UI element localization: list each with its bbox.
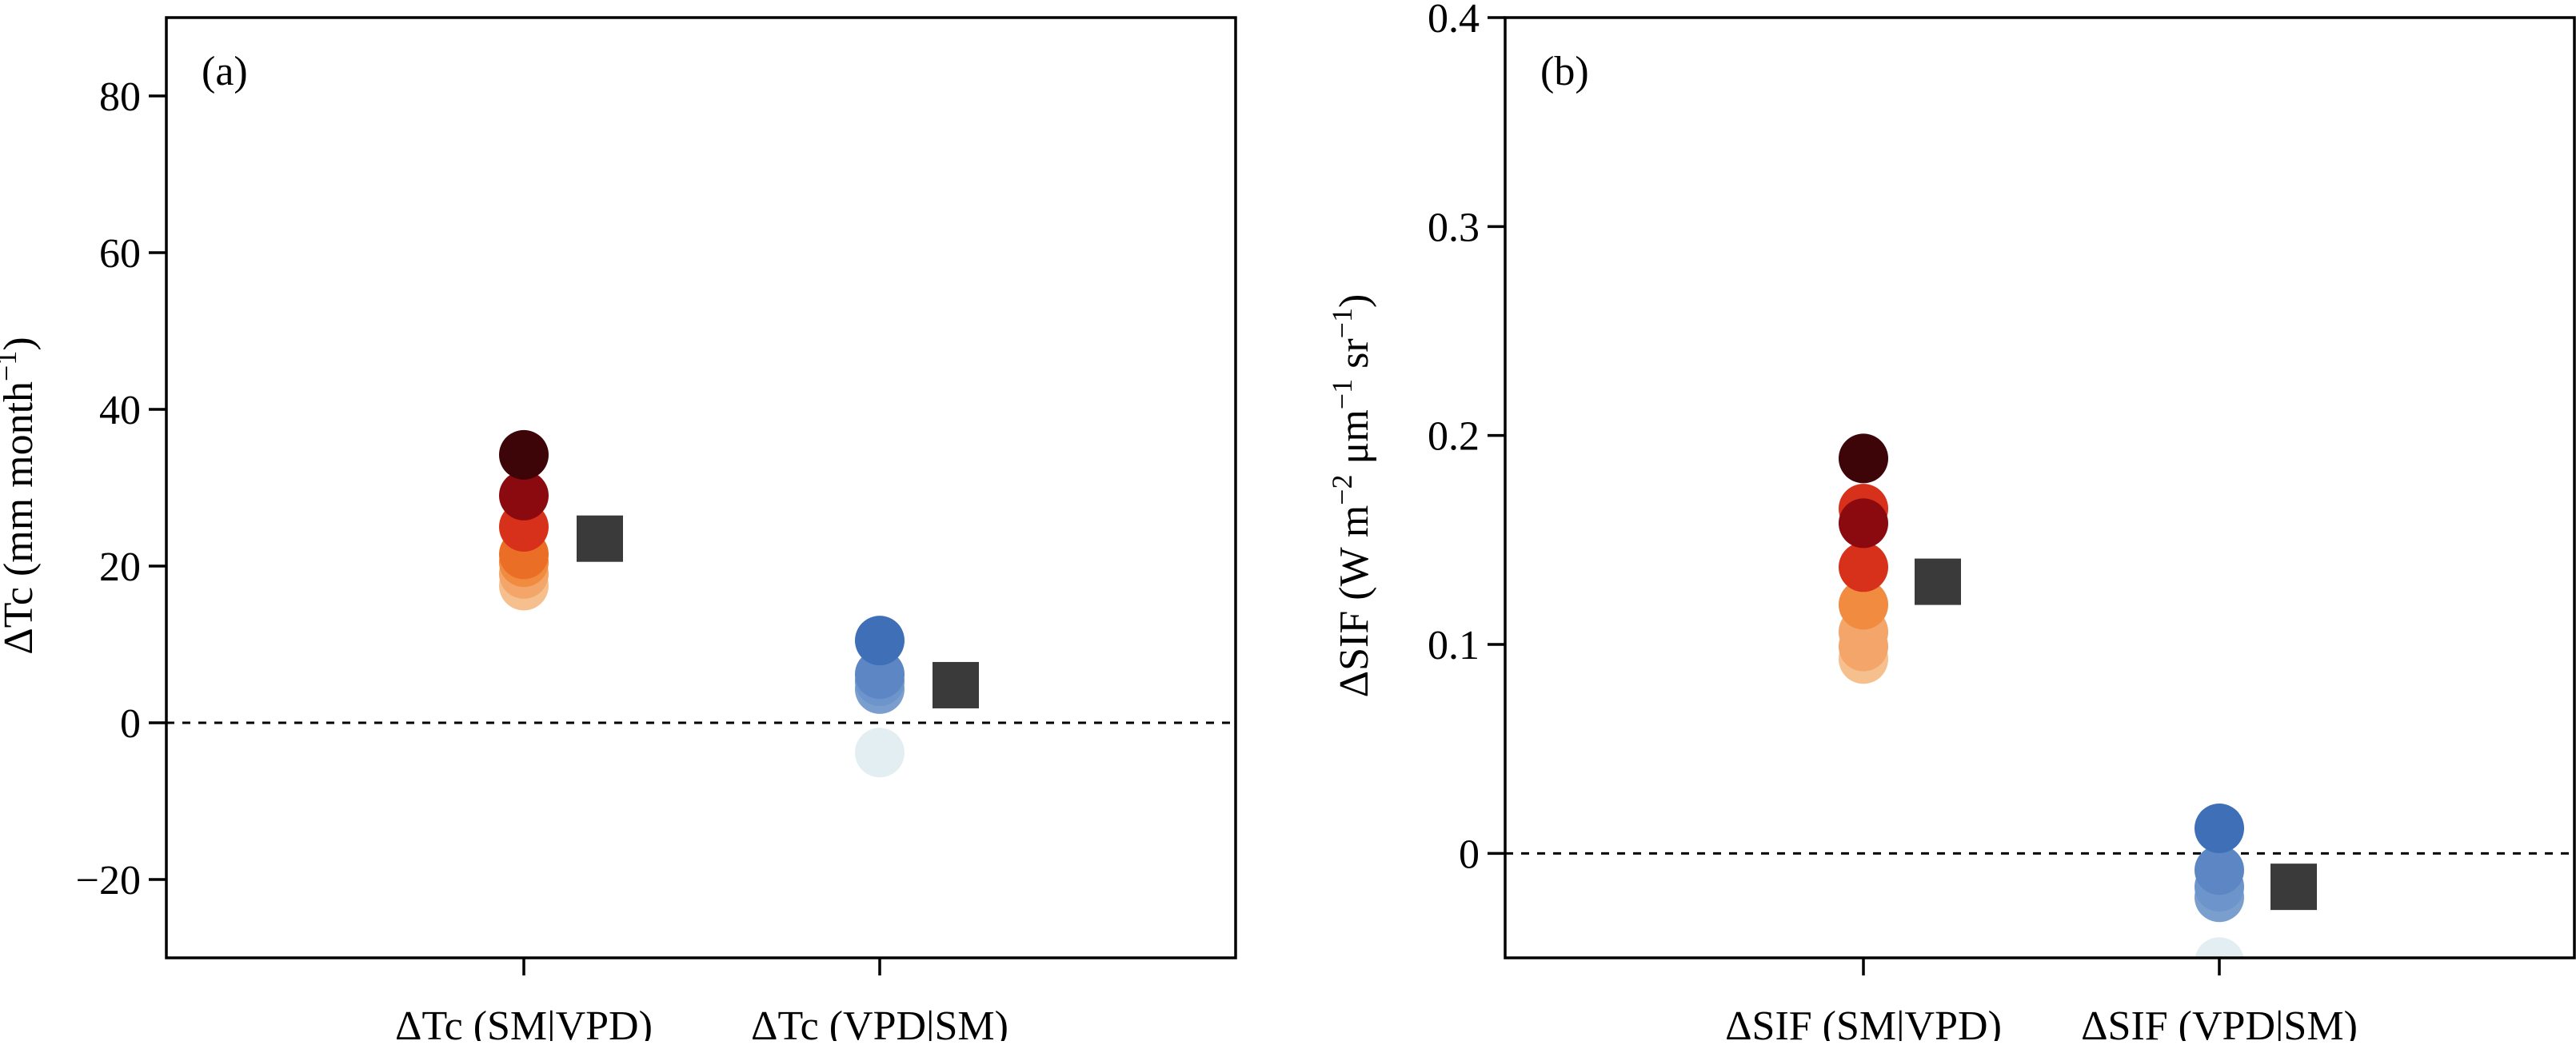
data-point: [2195, 803, 2244, 853]
y-tick-label: 0.1: [1428, 623, 1480, 668]
data-point: [1839, 580, 1888, 630]
y-axis-title-superscript: −1: [1326, 379, 1358, 409]
y-axis-title-superscript: −1: [0, 351, 22, 381]
data-marks: [1839, 433, 2317, 958]
x-category-label: ΔSIF (SM|VPD): [1725, 1003, 2002, 1041]
y-tick-label: 0.4: [1428, 0, 1480, 42]
y-axis-title-superscript: −2: [1326, 475, 1358, 505]
y-tick-label: 40: [99, 388, 141, 433]
panel-label: (a): [202, 49, 248, 94]
y-axis-title-superscript: −1: [1326, 308, 1358, 338]
data-point: [1839, 498, 1888, 548]
data-point: [499, 470, 549, 521]
y-tick-label: 20: [99, 544, 141, 590]
x-category-label: ΔTc (VPD|SM): [751, 1003, 1008, 1041]
plot-frame: [1504, 16, 2576, 959]
y-axis-title-text: ): [1332, 294, 1377, 308]
y-axis-title: ΔTc (mm month−1): [0, 337, 42, 654]
y-axis-title-text: μm: [1332, 409, 1377, 474]
plot-frame: [165, 16, 1237, 959]
mean-square-marker: [2270, 864, 2317, 911]
y-tick-label: 60: [99, 231, 141, 277]
y-tick-label: 80: [99, 74, 141, 120]
x-category-label: ΔSIF (VPD|SM): [2081, 1003, 2358, 1041]
data-point: [2195, 845, 2244, 895]
y-axis-title: ΔSIF (W m−2 μm−1 sr−1): [1326, 294, 1377, 698]
y-axis-title-text: ΔSIF (W m: [1332, 505, 1377, 698]
y-tick-label: 0: [120, 701, 141, 747]
data-point: [2195, 937, 2244, 958]
mean-square-marker: [933, 661, 979, 708]
data-point: [855, 728, 905, 778]
y-axis-title-text: ΔTc (mm month: [0, 381, 42, 655]
data-point: [499, 429, 549, 480]
mean-square-marker: [577, 515, 623, 562]
panel-b: 0 0.1 0.2 0.3 0.4 ΔSIF (SM|VPD) ΔSIF (VPD|SM) (…: [1326, 0, 2576, 1045]
data-point: [855, 616, 905, 666]
y-tick-label: 0.3: [1428, 205, 1480, 250]
y-axis-title-text: ): [0, 337, 42, 350]
y-tick-label: 0.2: [1428, 414, 1480, 460]
x-category-label: ΔTc (SM|VPD): [395, 1003, 653, 1041]
panel-label: (b): [1540, 49, 1589, 94]
data-point: [1839, 542, 1888, 592]
panel-a: −20 0 20 40 60 80 ΔTc (SM|VPD) ΔTc (VPD|SM) (a) Δ…: [0, 16, 1237, 1045]
data-point: [1839, 433, 1888, 484]
mean-square-marker: [1915, 558, 1961, 605]
data-marks: [499, 429, 979, 778]
y-tick-label: 0: [1459, 832, 1480, 877]
y-axis-title-text: sr: [1332, 338, 1377, 379]
y-tick-label: −20: [76, 858, 141, 903]
